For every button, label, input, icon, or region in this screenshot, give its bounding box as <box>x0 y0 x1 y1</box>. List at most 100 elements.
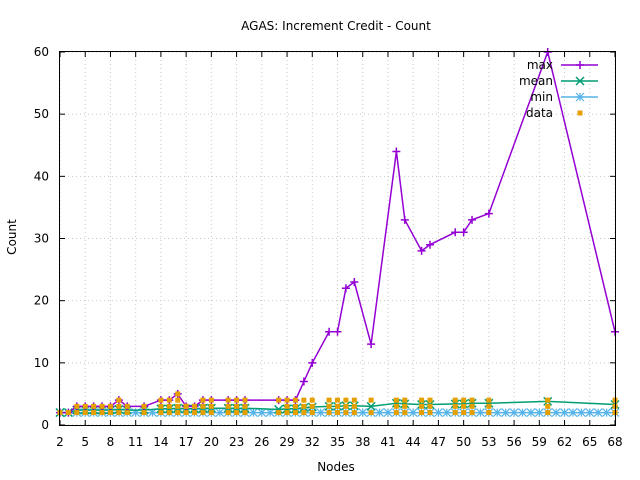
x-tick-label: 56 <box>506 435 521 449</box>
data-point <box>158 403 164 409</box>
max-point <box>392 147 401 156</box>
data-point <box>166 410 172 416</box>
mean-point <box>366 401 376 411</box>
data-point <box>225 397 231 403</box>
data-point <box>107 403 113 409</box>
data-point <box>74 410 80 416</box>
data-point <box>284 397 290 403</box>
min-point <box>316 408 326 417</box>
data-point <box>175 403 181 409</box>
mean-line <box>60 400 616 414</box>
data-point <box>301 397 307 403</box>
x-tick-label: 47 <box>431 435 446 449</box>
data-point <box>74 403 80 409</box>
y-tick-label: 10 <box>34 356 49 370</box>
min-point <box>568 408 578 417</box>
min-point <box>551 408 561 417</box>
data-point <box>225 403 231 409</box>
data-point <box>419 397 425 403</box>
data-point <box>469 397 475 403</box>
x-tick-label: 65 <box>582 435 597 449</box>
data-point <box>284 410 290 416</box>
min-point <box>526 408 536 417</box>
data-point <box>368 410 374 416</box>
data-point <box>427 403 433 409</box>
data-point <box>301 403 307 409</box>
y-tick-label: 0 <box>41 418 49 432</box>
data-point <box>192 410 198 416</box>
max-point <box>417 246 426 255</box>
data-point <box>116 403 122 409</box>
data-point <box>419 403 425 409</box>
min-point <box>148 408 157 417</box>
data-point <box>141 410 147 416</box>
x-tick-label: 5 <box>81 435 89 449</box>
min-point <box>501 408 511 417</box>
legend-label: mean <box>519 74 553 88</box>
x-tick-label: 26 <box>254 435 269 449</box>
data-point <box>234 397 240 403</box>
min-point <box>593 408 603 417</box>
data-point <box>107 410 113 416</box>
legend-item-min: min <box>530 90 598 104</box>
mean-point <box>484 398 494 408</box>
max-point <box>325 327 334 336</box>
chart-title: AGAS: Increment Credit - Count <box>241 19 431 33</box>
data-point <box>141 403 147 409</box>
max-point <box>367 340 376 349</box>
data-point <box>301 410 307 416</box>
data-point <box>452 410 458 416</box>
data-point <box>208 397 214 403</box>
data-point <box>393 403 399 409</box>
min-point <box>215 408 225 417</box>
data-point <box>427 397 433 403</box>
min-point <box>492 408 502 417</box>
min-point <box>265 408 275 417</box>
plot-frame <box>59 51 616 426</box>
data-point <box>335 403 340 409</box>
data-point <box>309 397 315 403</box>
max-point <box>426 240 434 249</box>
x-tick-label: 38 <box>355 435 370 449</box>
x-tick-label: 62 <box>557 435 572 449</box>
data-point <box>461 403 467 409</box>
mean-point <box>391 398 401 408</box>
data-point <box>402 410 408 416</box>
data-point <box>158 397 164 403</box>
data-point <box>166 403 172 409</box>
data-point <box>326 410 332 416</box>
max-point <box>308 358 317 367</box>
max-point <box>451 228 460 237</box>
max-point <box>400 215 409 224</box>
data-point <box>419 410 425 416</box>
min-point <box>476 408 485 417</box>
data-point <box>175 410 181 416</box>
data-point <box>175 397 181 403</box>
y-tick-label: 30 <box>34 232 49 246</box>
max-line <box>60 49 616 414</box>
data-point <box>402 397 408 403</box>
data-point <box>545 397 551 403</box>
x-tick-label: 59 <box>532 435 547 449</box>
min-point <box>383 408 393 417</box>
data-point <box>292 410 298 416</box>
data-point <box>234 403 240 409</box>
data-point <box>242 410 248 416</box>
data-point <box>292 403 298 409</box>
data-point <box>427 410 433 416</box>
data-point <box>192 403 198 409</box>
mean-point <box>467 398 477 408</box>
max-point <box>484 209 493 218</box>
min-point <box>560 408 569 417</box>
data-point <box>452 403 458 409</box>
data-point <box>351 403 357 409</box>
data-point <box>326 397 332 403</box>
data-point <box>393 410 399 416</box>
data-point <box>351 410 357 416</box>
data-point <box>292 397 298 403</box>
legend-swatch-marker <box>575 76 585 86</box>
data-point <box>166 397 172 403</box>
max-point <box>341 284 350 293</box>
data-point <box>116 397 122 403</box>
